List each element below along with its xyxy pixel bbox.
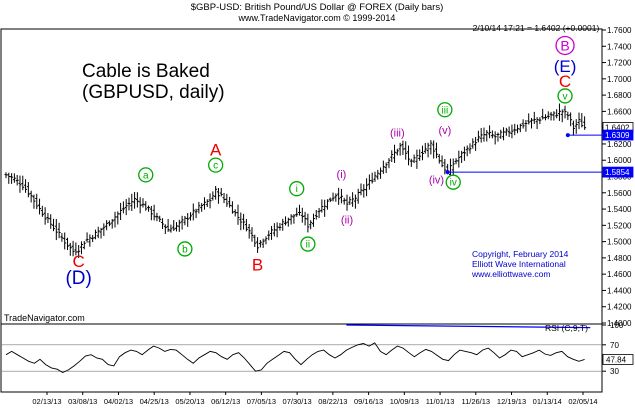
wave-label-circle [177,241,193,257]
support-line-anchor [445,170,450,175]
price-tag-label: 1.6309 [605,131,630,140]
wave-label: (ii) [341,214,353,226]
wave-label-circle [300,236,316,252]
x-tick-label: 09/16/13 [354,397,383,406]
wave-label: (E) [554,57,577,76]
wave-label: iii [442,105,449,116]
wave-label: iv [450,178,457,189]
y-tick-label: 1.6600 [607,107,632,116]
wave-label: (iii) [390,127,405,139]
chart-title: $GBP-USD: British Pound/US Dollar @ FORE… [191,2,444,13]
rsi-axis: 100 70 30 [2,321,624,376]
y-tick-label: 1.4000 [607,319,632,328]
y-tick-label: 1.6800 [607,91,632,100]
wave-label: (i) [337,169,347,181]
y-tick-label: 1.7000 [607,75,632,84]
x-tick-label: 11/01/13 [426,397,455,406]
y-tick-label: 1.7600 [607,26,632,35]
wave-label: a [143,170,149,181]
price-bars [4,103,587,259]
support-line-anchor [565,133,570,138]
x-tick-label: 02/05/14 [568,397,597,406]
chart-subtitle: www.TradeNavigator.com © 1999-2014 [238,13,396,23]
x-tick-label: 06/12/13 [211,397,240,406]
watermark: TradeNavigator.com [4,313,85,323]
wave-label: C [73,252,85,271]
wave-label-circle [138,167,154,183]
wave-label-circle [557,88,573,104]
wave-label: b [182,244,188,255]
annotation-subtitle: (GBPUSD, daily) [82,82,225,103]
y-tick-label: 1.4800 [607,254,632,263]
wave-label-circle [445,174,461,190]
rsi-series: 47.84 [5,324,634,374]
wave-label: (iv) [429,175,444,187]
y-tick-label: 1.5000 [607,238,632,247]
x-tick-label: 04/02/13 [104,397,133,406]
wave-label-circle [555,35,575,56]
wave-label-circle [437,102,453,118]
y-tick-label: 1.5400 [607,205,632,214]
price-tag-box [602,166,634,178]
rsi-line [5,342,585,374]
x-axis: 02/13/13 03/08/13 04/02/13 04/25/13 05/20/13… [32,392,598,406]
x-tick-label: 07/05/13 [247,397,276,406]
x-tick-label: 12/19/13 [497,397,526,406]
y-tick-label: 1.7400 [607,42,632,51]
rsi-value-box [602,354,634,365]
y-tick-label: 1.5600 [607,189,632,198]
wave-label: B [252,255,263,274]
y-tick-label: 1.6000 [607,156,632,165]
x-tick-label: 02/13/13 [32,397,61,406]
wave-label: A [210,141,222,160]
x-tick-label: 11/26/13 [461,397,490,406]
rsi-tick-label: 100 [610,321,624,330]
price-tag-label: 1.5854 [605,168,630,177]
wave-label-circle [207,157,224,173]
y-tick-label: 1.7200 [607,59,632,68]
x-tick-label: 10/09/13 [390,397,419,406]
wave-label: B [560,37,569,53]
y-tick-label: 1.4600 [607,270,632,279]
copyright-line-1: Copyright, February 2014 [472,249,569,259]
rsi-tick-label: 30 [610,367,619,376]
x-tick-label: 01/13/14 [533,397,562,406]
y-tick-label: 1.6200 [607,140,632,149]
quote-readout: 2/10/14 17:21 = 1.6402 (+0.0001) [473,23,600,33]
wave-labels: C(D)abcABiii(i)(ii)(iii)(iv)iii(v)ivvC(E… [65,35,577,289]
y-tick-label: 1.4400 [607,286,632,295]
rsi-plot-frame [0,323,603,393]
wave-label: (D) [65,268,91,289]
annotation-title: Cable is Baked [82,61,210,82]
rsi-trend-line [346,324,591,329]
price-tag-label: 1.6402 [605,124,630,133]
y-tick-label: 1.4200 [607,303,632,312]
wave-label: v [563,91,568,102]
x-tick-label: 07/30/13 [283,397,312,406]
x-tick-label: 08/22/13 [318,397,347,406]
x-tick-label: 03/08/13 [68,397,97,406]
y-tick-label: 1.5200 [607,221,632,230]
copyright-line-2: Elliott Wave International [472,259,566,269]
wave-label: C [559,72,571,91]
price-tag-box [602,129,634,141]
wave-label: i [296,184,298,195]
rsi-value-label: 47.84 [606,355,627,364]
x-tick-label: 05/20/13 [175,397,204,406]
wave-label: ii [306,240,310,251]
rsi-tick-label: 70 [610,341,619,350]
copyright-line-3: www.elliottwave.com [471,269,550,279]
support-lines [445,133,602,175]
rsi-label: RSI (C,9,T) [545,323,588,333]
wave-label-circle [289,181,305,197]
wave-label: (v) [438,125,451,137]
wave-label: c [213,161,218,172]
x-tick-label: 04/25/13 [140,397,169,406]
